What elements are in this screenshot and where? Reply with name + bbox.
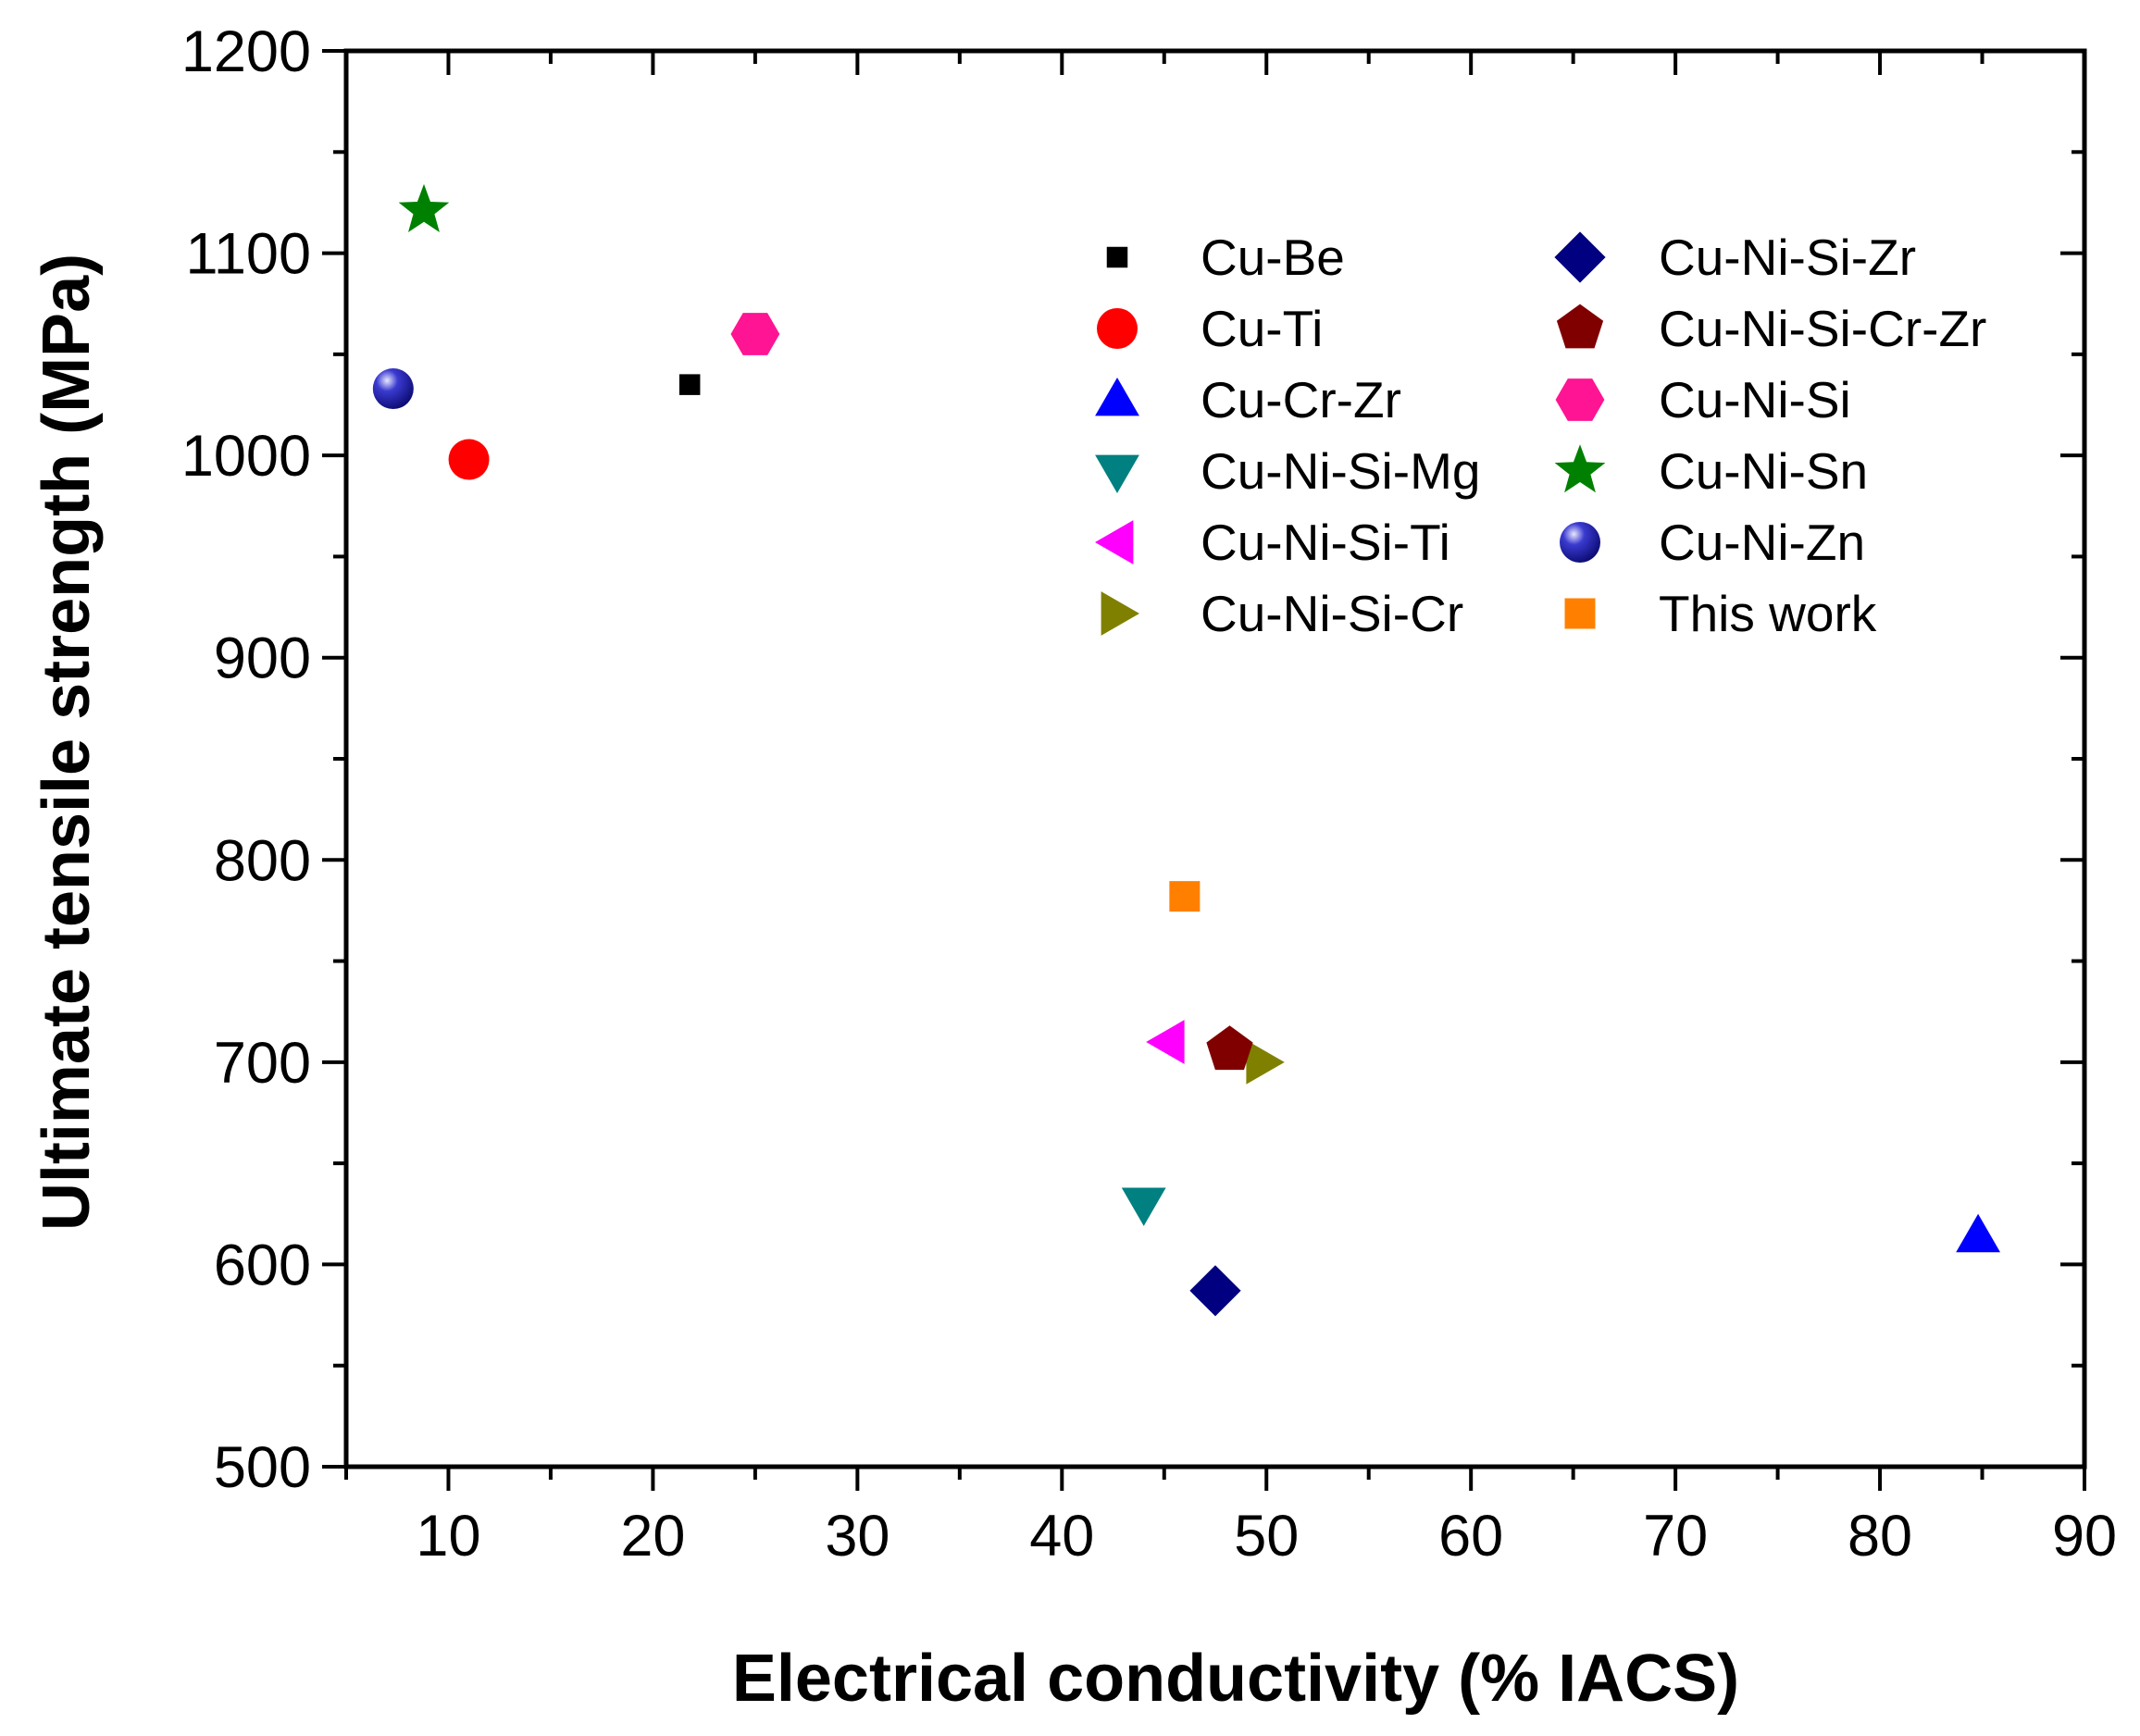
data-point-this-work: [1169, 881, 1201, 912]
legend-marker: [1554, 231, 1606, 283]
legend-marker: [1560, 522, 1600, 563]
y-axis-title: Ultimate tensile strength (MPa): [30, 254, 104, 1231]
legend-label: Cu-Ni-Si-Zr: [1659, 229, 1916, 286]
data-point-cu-ni-zn: [372, 368, 414, 410]
data-point-cu-ni-si: [730, 313, 780, 355]
legend-label: Cu-Ni-Si-Ti: [1201, 514, 1450, 571]
legend-marker: [1555, 378, 1605, 421]
legend-label: Cu-Ni-Si-Cr-Zr: [1659, 300, 1986, 357]
legend-marker: [1554, 444, 1606, 493]
x-tick-label: 70: [1643, 1504, 1708, 1569]
legend-marker: [1097, 308, 1138, 349]
data-point-cu-ni-si-zr: [1189, 1265, 1241, 1317]
legend-label: This work: [1659, 585, 1877, 642]
y-tick-label: 700: [214, 1031, 311, 1096]
data-point-cu-ni-si-cr-zr: [1206, 1025, 1253, 1071]
y-tick-label: 800: [214, 828, 311, 893]
legend-marker: [1095, 520, 1134, 564]
x-tick-label: 40: [1029, 1504, 1094, 1569]
legend-label: Cu-Be: [1201, 229, 1345, 286]
legend-label: Cu-Ni-Zn: [1659, 514, 1865, 571]
data-point-cu-ni-sn: [398, 183, 450, 232]
x-tick-label: 10: [416, 1504, 480, 1569]
legend-marker: [1095, 454, 1139, 493]
y-tick-label: 500: [214, 1435, 311, 1500]
legend-label: Cu-Ni-Sn: [1659, 442, 1868, 500]
legend-label: Cu-Ni-Si-Mg: [1201, 442, 1481, 500]
legend-label: Cu-Ni-Si-Cr: [1201, 585, 1463, 642]
x-tick-label: 20: [620, 1504, 685, 1569]
y-tick-label: 1100: [186, 222, 311, 287]
legend-marker: [1564, 598, 1596, 629]
legend-label: Cu-Ti: [1201, 300, 1323, 357]
y-tick-label: 1000: [181, 424, 311, 489]
y-tick-label: 1200: [181, 19, 311, 84]
legend-marker: [1106, 246, 1128, 268]
data-point-cu-ti: [448, 439, 490, 480]
x-tick-label: 30: [825, 1504, 890, 1569]
legend-label: Cu-Cr-Zr: [1201, 371, 1401, 428]
legend-marker: [1095, 378, 1139, 416]
data-point-cu-be: [678, 374, 701, 395]
y-tick-label: 600: [214, 1233, 311, 1297]
x-tick-label: 60: [1438, 1504, 1503, 1569]
data-point-cu-cr-zr: [1956, 1213, 2000, 1253]
legend-marker: [1556, 304, 1604, 349]
data-point-cu-ni-si-cr: [1246, 1040, 1285, 1085]
legend-marker: [1101, 591, 1139, 636]
y-tick-label: 900: [214, 626, 311, 691]
legend-label: Cu-Ni-Si: [1659, 371, 1851, 428]
x-tick-label: 90: [2052, 1504, 2117, 1569]
data-point-cu-ni-si-ti: [1146, 1020, 1185, 1064]
x-tick-label: 50: [1234, 1504, 1299, 1569]
data-point-cu-ni-si-mg: [1121, 1187, 1166, 1226]
x-tick-label: 80: [1848, 1504, 1912, 1569]
x-axis-title: Electrical conductivity (% IACS): [732, 1642, 1739, 1716]
